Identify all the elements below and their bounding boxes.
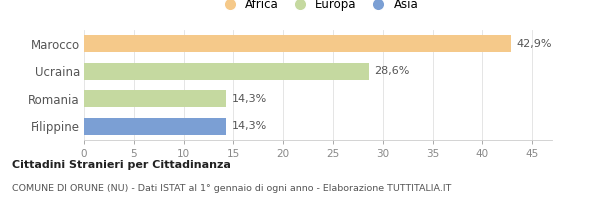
Bar — [84, 35, 511, 52]
Legend: Africa, Europa, Asia: Africa, Europa, Asia — [218, 0, 418, 11]
Bar — [84, 63, 369, 80]
Text: 28,6%: 28,6% — [374, 66, 409, 76]
Bar — [84, 90, 226, 107]
Text: 14,3%: 14,3% — [232, 121, 266, 131]
Text: 42,9%: 42,9% — [516, 39, 551, 49]
Bar — [84, 118, 226, 135]
Text: 14,3%: 14,3% — [232, 94, 266, 104]
Text: COMUNE DI ORUNE (NU) - Dati ISTAT al 1° gennaio di ogni anno - Elaborazione TUTT: COMUNE DI ORUNE (NU) - Dati ISTAT al 1° … — [12, 184, 451, 193]
Text: Cittadini Stranieri per Cittadinanza: Cittadini Stranieri per Cittadinanza — [12, 160, 231, 170]
